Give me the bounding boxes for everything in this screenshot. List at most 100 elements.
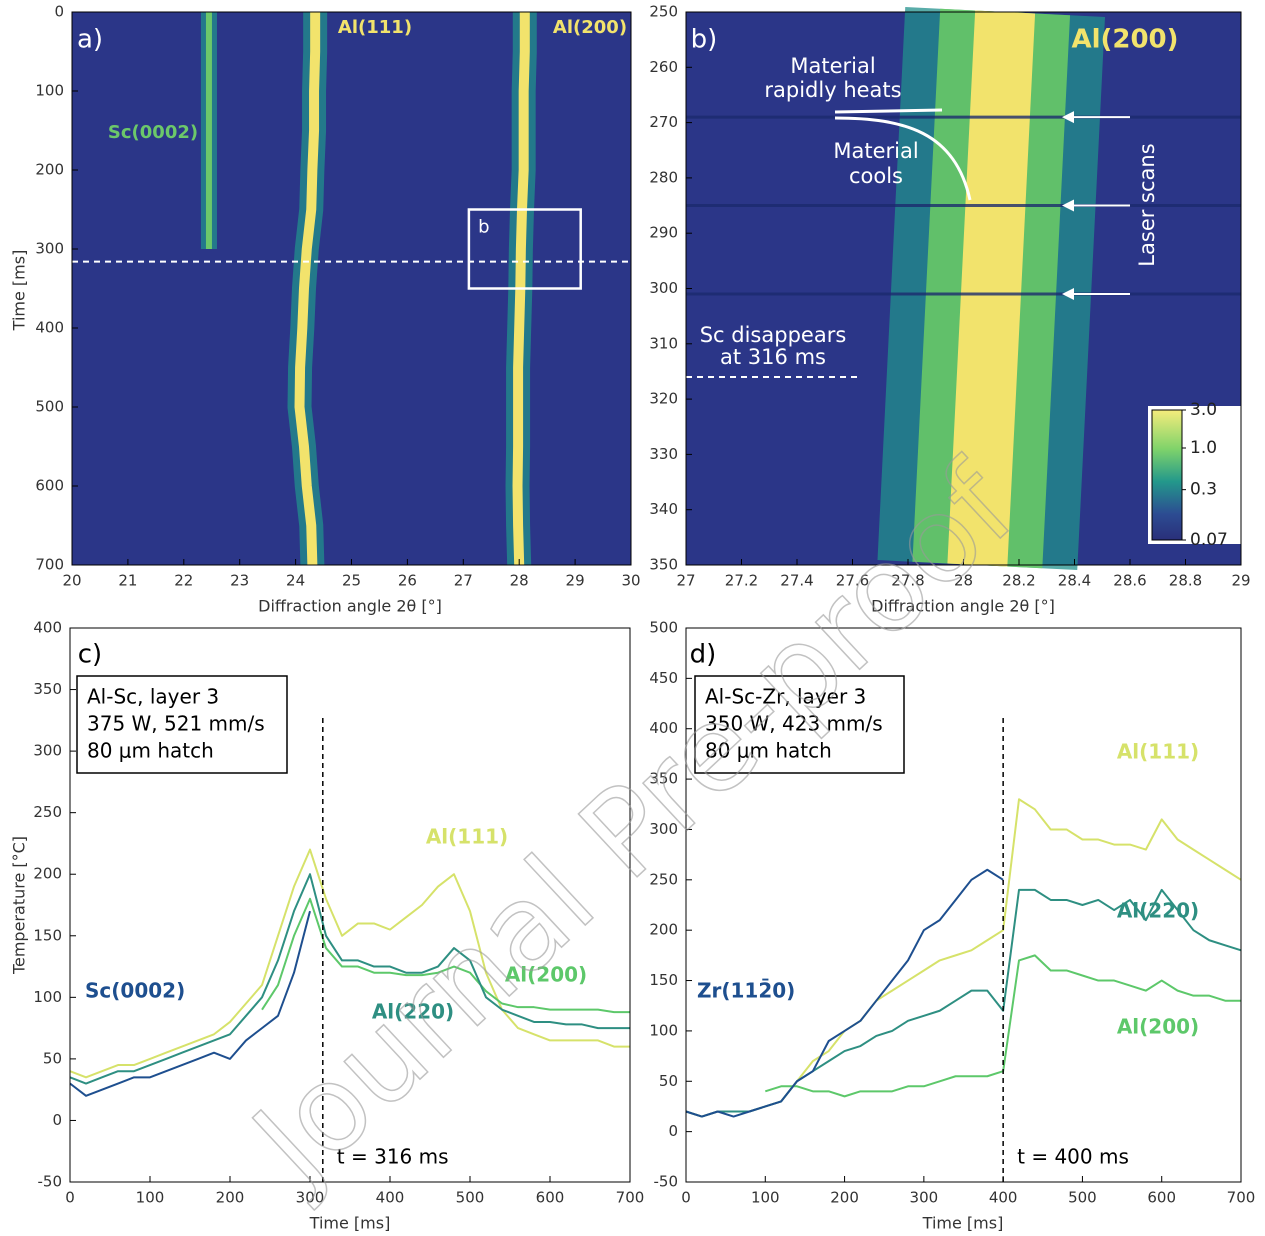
y-tick-label: 300 [649,279,678,297]
annotation: cools [849,164,903,188]
x-axis-label: Time [ms] [922,1214,1004,1233]
y-tick-label: 320 [649,390,678,408]
x-tick-label: 24 [286,572,305,590]
y-tick-label: 100 [649,1021,678,1039]
y-tick-label: 100 [33,988,62,1006]
series-label: Al(200) [1117,1015,1199,1039]
x-tick-label: 27.4 [780,572,813,590]
x-tick-label: 28.8 [1169,572,1202,590]
y-tick-label: 250 [649,870,678,888]
x-tick-label: 29 [566,572,585,590]
x-axis-label: Diffraction angle 2θ [°] [871,597,1055,616]
colorbar [1151,409,1183,541]
y-tick-label: 350 [649,556,678,574]
colorbar-tick-label: 1.0 [1190,438,1217,458]
y-tick-label: 50 [659,1072,678,1090]
y-tick-label: 260 [649,58,678,76]
info-box [694,675,905,774]
series-line [685,888,1242,1118]
x-tick-label: 100 [136,1189,165,1207]
y-tick-label: 280 [649,168,678,186]
y-tick-label: 100 [35,82,64,100]
x-tick-label: 500 [1068,1189,1097,1207]
x-tick-label: 27 [454,572,473,590]
x-tick-label: 300 [296,1189,325,1207]
y-tick-label: 250 [649,3,678,21]
y-tick-label: 700 [35,556,64,574]
x-tick-label: 300 [910,1189,939,1207]
x-tick-label: 400 [376,1189,405,1207]
x-tick-label: 20 [62,572,81,590]
y-tick-label: 350 [33,680,62,698]
plot-frame [685,11,1242,566]
y-tick-label: 200 [33,865,62,883]
series-line [69,848,630,1079]
info-text: Al-Sc-Zr, layer 3 [705,685,866,709]
arrow-head [1062,111,1074,124]
annotation: Sc disappears [700,323,847,347]
y-tick-label: 50 [43,1049,62,1067]
inset-label: b [478,217,489,238]
x-axis-label: Time [ms] [309,1214,391,1233]
series-label: Al(220) [1117,899,1199,923]
x-tick-label: 28.6 [1113,572,1146,590]
y-tick-label: 250 [33,803,62,821]
x-tick-label: 29 [1231,572,1250,590]
panel-label: a) [77,25,103,55]
series-line [69,910,311,1097]
y-tick-label: 0 [52,1111,62,1129]
inset-box [467,208,582,290]
annotation: Material [833,139,918,163]
marker-label: t = 316 ms [337,1145,449,1169]
series-label: Sc(0002) [85,979,185,1003]
y-tick-label: -50 [654,1173,679,1191]
info-box [76,675,288,774]
x-tick-label: 28 [954,572,973,590]
series-line [261,897,630,1014]
info-text: 375 W, 521 mm/s [87,712,265,736]
panel-label: d) [690,640,717,670]
info-text: 350 W, 423 mm/s [705,712,883,736]
x-tick-label: 27.8 [891,572,924,590]
x-tick-label: 23 [230,572,249,590]
panel-label: c) [78,640,102,670]
peak-core [947,10,1036,567]
y-tick-label: 340 [649,500,678,518]
heat-line [834,108,943,114]
x-tick-label: 200 [830,1189,859,1207]
x-axis-label: Diffraction angle 2θ [°] [258,597,442,616]
side-label: Laser scans [1135,143,1159,266]
info-text: 80 μm hatch [705,739,832,763]
x-tick-label: 500 [456,1189,485,1207]
series-line [685,798,1242,1118]
x-tick-label: 700 [616,1189,645,1207]
series-label: Al(111) [426,825,508,849]
y-tick-label: -50 [38,1173,63,1191]
x-tick-label: 30 [621,572,640,590]
x-tick-label: 28 [510,572,529,590]
series-label: Al(111) [338,17,412,38]
y-tick-label: 290 [649,224,678,242]
y-tick-label: 200 [649,921,678,939]
y-tick-label: 150 [649,971,678,989]
y-tick-label: 500 [649,619,678,637]
info-text: Al-Sc, layer 3 [87,685,219,709]
x-tick-label: 26 [398,572,417,590]
plot-frame [71,11,632,566]
cool-curve [834,116,972,201]
annotation: rapidly heats [764,78,901,102]
x-tick-label: 27.6 [836,572,869,590]
y-tick-label: 300 [649,820,678,838]
y-axis-label: Temperature [°C] [10,836,29,975]
x-tick-label: 27 [676,572,695,590]
y-tick-label: 600 [35,477,64,495]
y-tick-label: 270 [649,113,678,131]
x-tick-label: 21 [118,572,137,590]
peak-core [294,12,321,566]
arrow-head [1062,199,1074,212]
colorbar-tick-label: 0.3 [1190,480,1217,500]
panels: Sc(0002) Al(111) Al(200) b 20 21 22 23 24 25 26 27 2… [10,0,1255,1233]
y-tick-label: 500 [35,398,64,416]
